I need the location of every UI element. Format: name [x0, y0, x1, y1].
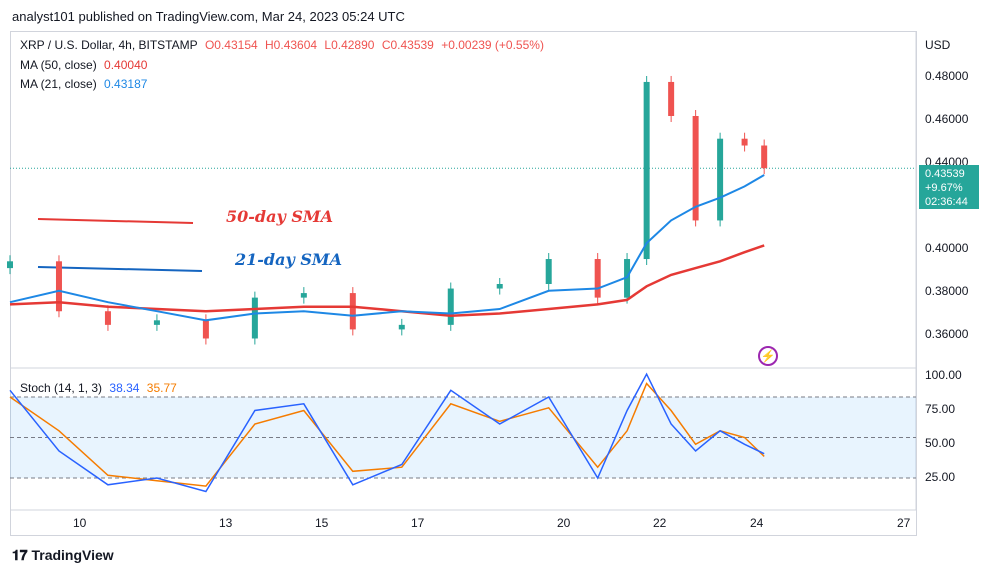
- candle-body: [668, 81, 675, 116]
- x-tick-label: 22: [653, 516, 667, 530]
- bar-countdown: 02:36:44: [925, 196, 968, 208]
- ma21-line: [9, 174, 765, 322]
- sma50-annotation: 50-day SMA: [226, 207, 334, 226]
- sma50-drawn-line: [37, 218, 194, 224]
- stoch-tick-label: 100.00: [925, 368, 962, 382]
- x-tick-label: 15: [315, 516, 329, 530]
- stoch-k-value: 38.34: [109, 381, 140, 395]
- last-price: 0.43539: [925, 168, 965, 180]
- candle-body: [624, 259, 631, 298]
- sma21-drawn-line: [37, 266, 203, 272]
- x-tick-label: 24: [750, 516, 764, 530]
- symbol-legend: XRP / U.S. Dollar, 4h, BITSTAMP O0.43154…: [20, 38, 548, 52]
- candle-body: [349, 293, 356, 330]
- candle-body: [741, 138, 748, 146]
- sma21-annotation: 21-day SMA: [235, 250, 343, 269]
- ma50-legend[interactable]: MA (50, close) 0.40040: [20, 58, 151, 72]
- candle-body: [761, 145, 768, 169]
- candle-body: [398, 324, 405, 330]
- candle-body: [153, 320, 160, 325]
- ohlc-change: +0.00239 (+0.55%): [441, 38, 544, 52]
- stoch-legend[interactable]: Stoch (14, 1, 3) 38.34 35.77: [20, 381, 181, 395]
- stoch-tick-label: 50.00: [925, 436, 956, 450]
- stoch-d-line: [9, 382, 765, 487]
- y-tick-label: 0.38000: [925, 284, 969, 298]
- candle-body: [692, 116, 699, 221]
- candle-body: [202, 320, 209, 339]
- ma50-line: [9, 244, 765, 318]
- lightning-icon[interactable]: ⚡: [758, 346, 778, 366]
- ma50-label: MA (50, close): [20, 58, 97, 72]
- last-change: +9.67%: [925, 182, 963, 194]
- tradingview-logo[interactable]: 𝟏𝟕 TradingView: [12, 547, 114, 564]
- x-tick-label: 27: [897, 516, 911, 530]
- x-tick-label: 10: [73, 516, 87, 530]
- symbol-name[interactable]: XRP / U.S. Dollar, 4h, BITSTAMP: [20, 38, 198, 52]
- stoch-k-line: [9, 372, 765, 493]
- ma50-value: 0.40040: [104, 58, 148, 72]
- candle-body: [55, 261, 62, 312]
- candle-body: [643, 81, 650, 260]
- x-tick-label: 20: [557, 516, 571, 530]
- candle-body: [545, 259, 552, 284]
- candle-body: [496, 284, 503, 289]
- stoch-d-value: 35.77: [146, 381, 177, 395]
- stoch-label: Stoch (14, 1, 3): [20, 381, 103, 395]
- y-tick-label: 0.48000: [925, 69, 969, 83]
- candle-body: [447, 288, 454, 325]
- x-tick-label: 13: [219, 516, 233, 530]
- candle-body: [104, 311, 111, 325]
- ohlc-low: L0.42890: [324, 38, 375, 52]
- x-tick-label: 17: [411, 516, 425, 530]
- last-price-box: 0.43539 +9.67% 02:36:44: [919, 165, 979, 209]
- tradingview-logo-text: TradingView: [31, 547, 114, 563]
- ma21-legend[interactable]: MA (21, close) 0.43187: [20, 77, 151, 91]
- ohlc-high: H0.43604: [265, 38, 318, 52]
- ohlc-open: O0.43154: [204, 38, 258, 52]
- ohlc-close: C0.43539: [381, 38, 434, 52]
- candle-body: [251, 297, 258, 339]
- candle-body: [300, 293, 307, 298]
- stoch-tick-label: 75.00: [925, 402, 956, 416]
- publisher-header: analyst101 published on TradingView.com,…: [12, 9, 405, 24]
- y-tick-label: 0.36000: [925, 327, 969, 341]
- ma21-label: MA (21, close): [20, 77, 97, 91]
- candle-body: [7, 261, 13, 269]
- y-tick-label: 0.40000: [925, 241, 969, 255]
- currency-label: USD: [925, 38, 951, 52]
- tradingview-logo-icon: 𝟏𝟕: [12, 547, 28, 563]
- y-tick-label: 0.46000: [925, 112, 969, 126]
- ma21-value: 0.43187: [104, 77, 148, 91]
- stoch-tick-label: 25.00: [925, 470, 956, 484]
- candle-body: [717, 138, 724, 221]
- candle-body: [594, 259, 601, 298]
